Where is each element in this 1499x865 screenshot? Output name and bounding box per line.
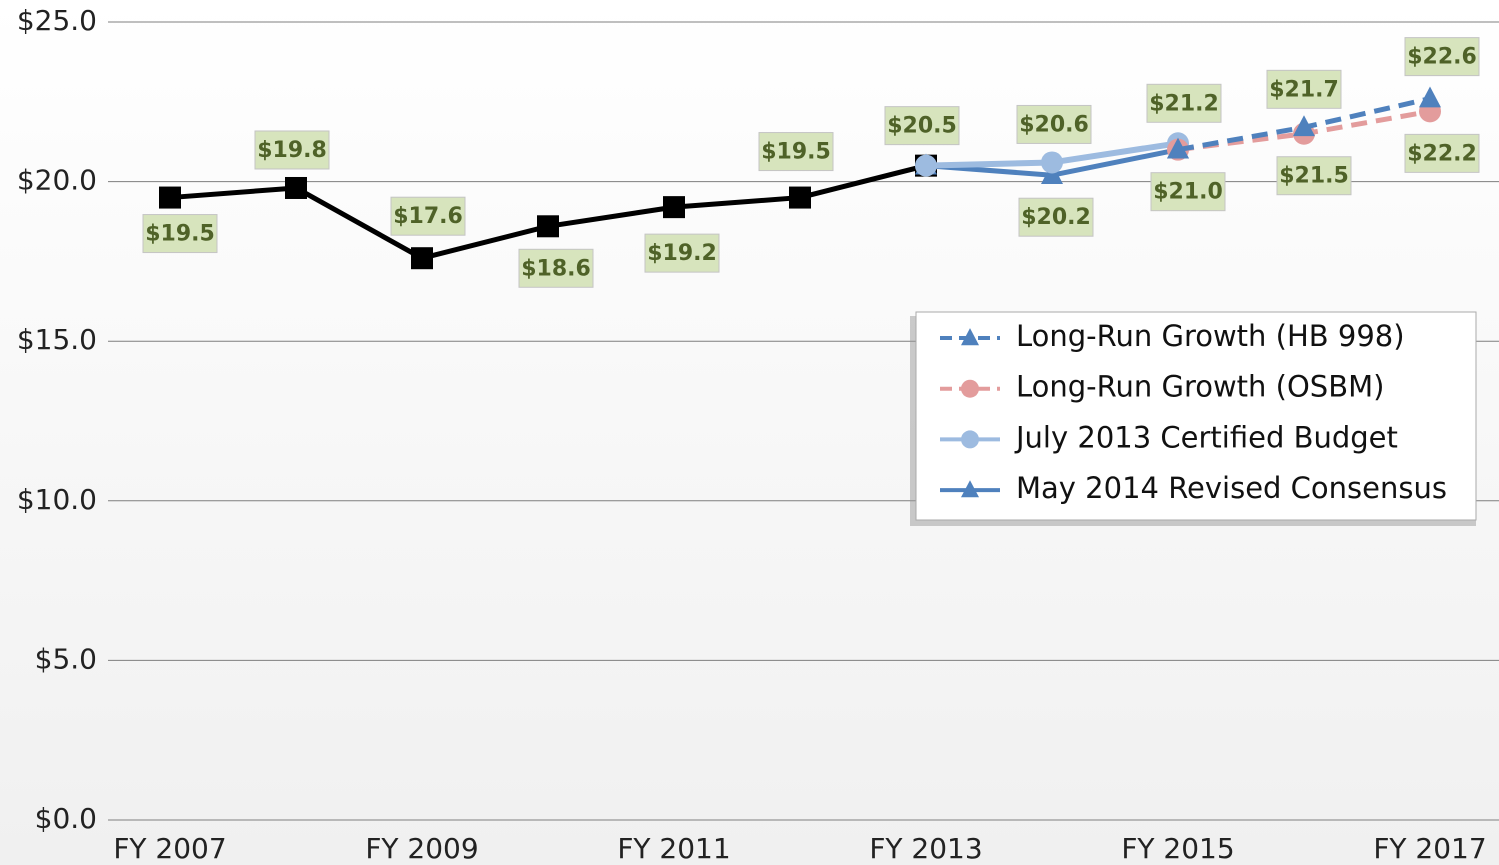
marker: [961, 328, 979, 346]
data-label-box: [1018, 197, 1094, 237]
data-label-box: [1404, 37, 1480, 77]
legend-label: May 2014 Revised Consensus: [1016, 471, 1447, 505]
data-label: $19.8: [257, 138, 327, 163]
data-label-box: [644, 233, 720, 273]
data-label-box: [390, 196, 466, 236]
marker: [663, 196, 685, 219]
data-label: $21.2: [1149, 91, 1219, 116]
data-label-box: [1276, 156, 1352, 196]
x-tick-label: FY 2013: [869, 832, 982, 865]
marker: [285, 176, 307, 199]
data-label: $19.2: [647, 241, 717, 266]
y-tick-label: $15.0: [17, 323, 97, 356]
marker: [1041, 151, 1063, 174]
marker: [1167, 137, 1189, 159]
data-label: $21.5: [1279, 164, 1349, 189]
data-label-box: [1016, 104, 1092, 144]
data-label: $21.7: [1269, 77, 1339, 102]
data-label-box: [1146, 83, 1222, 123]
data-label: $19.5: [145, 222, 215, 247]
data-label-box: [758, 132, 834, 172]
marker: [961, 480, 979, 498]
data-label-box: [1150, 172, 1226, 212]
legend-label: July 2013 Certified Budget: [1014, 420, 1398, 454]
data-label: $21.0: [1153, 180, 1223, 205]
x-tick-label: FY 2009: [365, 832, 478, 865]
x-tick-label: FY 2017: [1373, 832, 1486, 865]
data-label: $19.5: [761, 140, 831, 165]
y-tick-label: $25.0: [17, 4, 97, 37]
marker: [1293, 115, 1315, 137]
data-label-box: [1404, 133, 1480, 173]
data-label: $22.6: [1407, 45, 1477, 70]
data-label-box: [518, 248, 594, 288]
marker: [915, 154, 937, 177]
y-tick-label: $0.0: [35, 802, 97, 835]
data-label: $20.5: [887, 114, 957, 139]
y-tick-label: $10.0: [17, 483, 97, 516]
marker: [1419, 86, 1441, 108]
data-label-box: [884, 106, 960, 146]
legend-label: Long-Run Growth (OSBM): [1016, 370, 1384, 404]
x-tick-label: FY 2007: [113, 832, 226, 865]
y-tick-label: $5.0: [35, 642, 97, 675]
data-label: $18.6: [521, 256, 591, 281]
data-label-box: [142, 214, 218, 254]
y-tick-label: $20.0: [17, 164, 97, 197]
data-label: $22.2: [1407, 141, 1477, 166]
legend-box: [915, 311, 1477, 521]
legend-label: Long-Run Growth (HB 998): [1016, 319, 1405, 353]
marker: [537, 215, 559, 238]
data-label-box: [1266, 69, 1342, 109]
marker: [961, 430, 979, 449]
x-tick-label: FY 2015: [1121, 832, 1234, 865]
marker: [789, 186, 811, 209]
x-tick-label: FY 2011: [617, 832, 730, 865]
marker: [411, 247, 433, 270]
marker: [961, 379, 979, 398]
marker: [1041, 163, 1063, 185]
data-label: $20.2: [1021, 205, 1091, 230]
data-label: $17.6: [393, 204, 463, 229]
data-label: $20.6: [1019, 112, 1089, 137]
data-label-box: [254, 130, 330, 170]
marker: [159, 186, 181, 209]
